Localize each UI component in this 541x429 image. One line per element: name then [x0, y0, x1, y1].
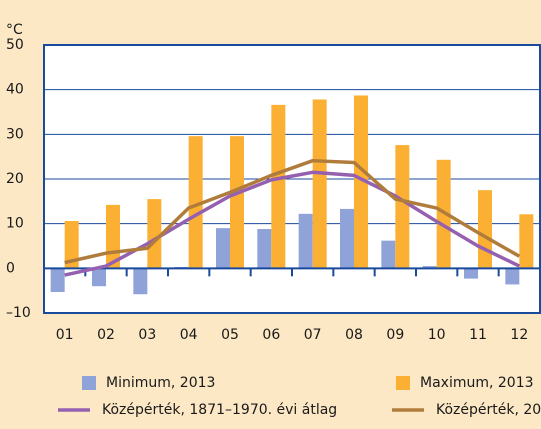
y-tick-label: 30: [6, 126, 24, 142]
x-tick-label: 07: [304, 327, 322, 343]
bar: [147, 199, 162, 269]
bar: [464, 268, 478, 279]
bar: [340, 208, 354, 269]
bar: [64, 220, 79, 269]
legend-label: Maximum, 2013: [420, 375, 534, 391]
x-tick-label: 11: [469, 327, 487, 343]
legend-label: Középérték, 1871–1970. évi átlag: [102, 402, 337, 418]
bar: [519, 214, 534, 269]
bar: [216, 228, 230, 269]
legend-label: Minimum, 2013: [106, 375, 215, 391]
y-unit: °C: [6, 22, 23, 38]
legend-label: Középérték, 2013: [436, 402, 541, 418]
x-tick-label: 02: [97, 327, 115, 343]
bar: [422, 266, 437, 269]
bar: [92, 268, 106, 287]
bar: [188, 136, 203, 269]
y-tick-label: 40: [6, 82, 24, 98]
y-tick-label: 50: [6, 37, 24, 53]
x-tick-label: 10: [428, 327, 446, 343]
bar: [395, 145, 410, 269]
legend-swatch: [396, 376, 410, 390]
bar: [50, 268, 65, 293]
x-tick-label: 03: [138, 327, 156, 343]
x-tick-label: 06: [262, 327, 280, 343]
bar: [381, 240, 396, 269]
x-tick-label: 08: [345, 327, 363, 343]
legend-swatch: [82, 376, 96, 390]
x-tick-label: 01: [56, 327, 74, 343]
x-tick-label: 05: [221, 327, 239, 343]
bar: [257, 229, 272, 269]
x-tick-label: 09: [386, 327, 404, 343]
x-tick-label: 12: [510, 327, 528, 343]
x-tick-label: 04: [180, 327, 198, 343]
bar: [354, 95, 368, 269]
y-tick-label: 20: [6, 171, 24, 187]
line: [64, 158, 521, 265]
y-tick-label: 0: [6, 260, 15, 276]
bar: [271, 104, 286, 269]
y-tick-label: –10: [6, 305, 31, 321]
bar: [505, 268, 520, 285]
bar: [230, 136, 244, 269]
bar: [133, 268, 148, 295]
bar: [478, 190, 492, 269]
bar: [312, 99, 327, 269]
y-tick-label: 10: [6, 216, 24, 232]
bar: [298, 213, 313, 269]
